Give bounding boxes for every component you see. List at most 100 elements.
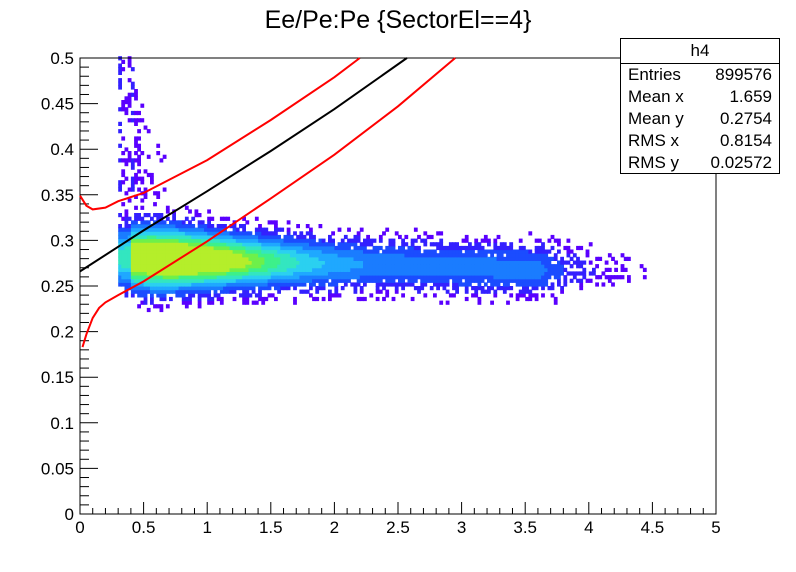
heatmap-cell — [204, 282, 208, 287]
heatmap-cell — [331, 249, 335, 254]
heatmap-cell — [334, 264, 339, 269]
heatmap-cell — [165, 253, 170, 258]
heatmap-cell — [175, 234, 180, 240]
heatmap-cell — [137, 162, 141, 167]
heatmap-cell — [296, 234, 300, 240]
heatmap-cell — [261, 260, 266, 265]
heatmap-cell — [299, 264, 304, 269]
heatmap-cell — [267, 286, 272, 291]
heatmap-cell — [340, 238, 345, 243]
heatmap-cell — [448, 264, 453, 269]
heatmap-cell — [579, 260, 584, 265]
heatmap-cell — [239, 253, 243, 258]
heatmap-cell — [398, 278, 402, 283]
heatmap-cell — [251, 278, 256, 283]
heatmap-cell — [445, 253, 450, 258]
heatmap-cell — [210, 300, 215, 305]
heatmap-cell — [207, 234, 211, 240]
heatmap-cell — [604, 267, 609, 272]
heatmap-cell — [471, 253, 475, 258]
heatmap-cell — [118, 187, 122, 192]
x-tick-label: 3 — [457, 518, 466, 537]
heatmap-cell — [245, 296, 250, 302]
heatmap-cell — [159, 231, 164, 236]
heatmap-cell — [169, 245, 173, 251]
heatmap-cell — [194, 249, 199, 254]
heatmap-cell — [143, 260, 148, 265]
heatmap-cell — [264, 256, 269, 261]
heatmap-cell — [534, 275, 539, 280]
heatmap-cell — [525, 289, 529, 294]
heatmap-cell — [448, 245, 453, 251]
heatmap-cell — [299, 231, 304, 236]
heatmap-cell — [394, 249, 399, 254]
heatmap-cell — [305, 264, 310, 269]
heatmap-cell — [401, 278, 405, 283]
heatmap-cell — [150, 172, 154, 178]
heatmap-cell — [442, 245, 447, 251]
heatmap-cell — [331, 278, 335, 283]
heatmap-cell — [172, 245, 176, 251]
heatmap-cell — [245, 234, 250, 240]
heatmap-cell — [509, 264, 514, 269]
heatmap-cell — [121, 59, 126, 64]
heatmap-cell — [188, 260, 192, 265]
heatmap-cell — [130, 67, 135, 72]
heatmap-cell — [493, 256, 498, 261]
heatmap-cell — [433, 275, 437, 280]
heatmap-cell — [490, 253, 494, 258]
heatmap-cell — [560, 264, 564, 269]
heatmap-cell — [515, 249, 520, 254]
heatmap-cell — [445, 267, 450, 272]
heatmap-cell — [159, 260, 164, 265]
heatmap-cell — [207, 271, 211, 276]
heatmap-cell — [611, 282, 615, 287]
heatmap-cell — [499, 264, 504, 269]
heatmap-cell — [296, 282, 300, 287]
heatmap-cell — [388, 242, 393, 247]
heatmap-cell — [343, 245, 348, 251]
heatmap-cell — [254, 242, 259, 247]
heatmap-cell — [232, 275, 237, 280]
heatmap-cell — [321, 242, 326, 247]
heatmap-cell — [140, 234, 145, 240]
heatmap-cell — [261, 231, 266, 236]
heatmap-cell — [251, 249, 256, 254]
heatmap-cell — [560, 286, 564, 291]
heatmap-cell — [487, 256, 491, 261]
heatmap-cell — [229, 264, 234, 269]
heatmap-cell — [433, 278, 437, 283]
heatmap-cell — [557, 278, 561, 283]
heatmap-cell — [385, 267, 390, 272]
heatmap-cell — [553, 264, 558, 269]
heatmap-cell — [235, 238, 240, 243]
heatmap-cell — [522, 260, 526, 265]
heatmap-cell — [611, 275, 615, 280]
heatmap-cell — [343, 282, 348, 287]
heatmap-cell — [248, 256, 253, 261]
heatmap-cell — [162, 264, 167, 269]
heatmap-cell — [204, 224, 208, 229]
heatmap-cell — [448, 242, 453, 247]
heatmap-cell — [343, 234, 348, 240]
heatmap-cell — [382, 256, 386, 261]
heatmap-cell — [283, 238, 288, 243]
heatmap-cell — [261, 227, 266, 232]
heatmap-cell — [337, 264, 342, 269]
heatmap-cell — [477, 278, 482, 283]
heatmap-cell — [474, 278, 479, 283]
y-tick-label: 0.5 — [50, 49, 74, 68]
heatmap-cell — [134, 220, 138, 225]
heatmap-cell — [200, 245, 205, 251]
heatmap-cell — [184, 242, 189, 247]
heatmap-cell — [582, 267, 587, 272]
heatmap-cell — [518, 245, 523, 251]
heatmap-cell — [248, 253, 253, 258]
heatmap-cell — [436, 242, 440, 247]
heatmap-cell — [515, 260, 520, 265]
heatmap-cell — [337, 256, 342, 261]
heatmap-cell — [576, 264, 580, 269]
heatmap-cell — [143, 256, 148, 261]
heatmap-cell — [528, 293, 533, 298]
heatmap-cell — [471, 275, 475, 280]
